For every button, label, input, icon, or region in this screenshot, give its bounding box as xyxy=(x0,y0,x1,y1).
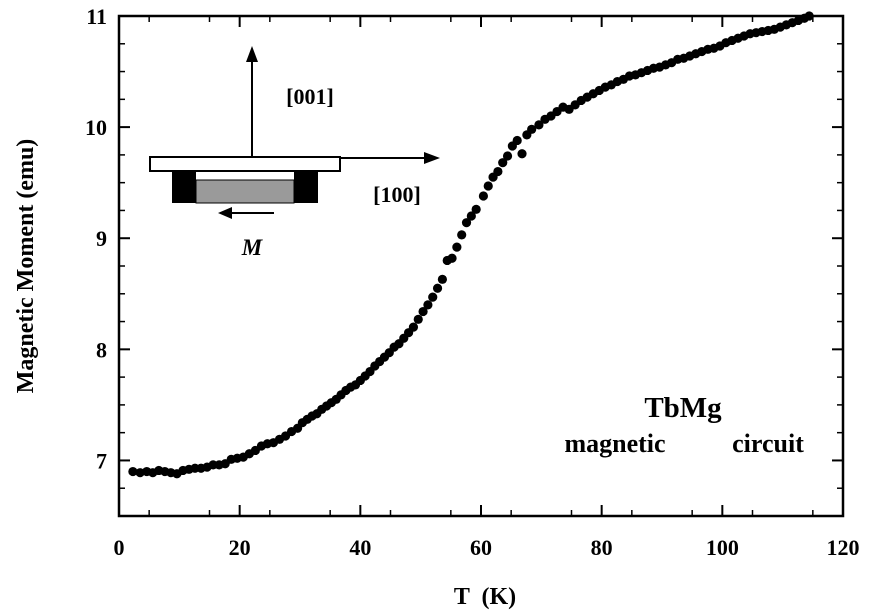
data-point xyxy=(408,322,419,332)
x-axis-label: T (K) xyxy=(454,584,516,610)
sample-label: TbMg xyxy=(644,392,722,424)
mode-label-right: circuit xyxy=(732,429,804,458)
data-point xyxy=(413,314,423,324)
data-point xyxy=(466,211,476,221)
x-tick-label: 40 xyxy=(349,535,371,560)
film-layer xyxy=(195,179,295,204)
data-point xyxy=(128,466,138,477)
data-point xyxy=(423,300,433,310)
data-point xyxy=(498,158,508,168)
data-point xyxy=(457,230,467,240)
data-point xyxy=(517,149,527,159)
inset-axis-horizontal-label: [100] xyxy=(373,182,421,207)
x-tick-label: 60 xyxy=(470,535,492,560)
axis-001-arrowhead xyxy=(246,46,258,62)
data-point xyxy=(493,166,503,177)
y-tick-label: 10 xyxy=(85,115,107,140)
inset-diagram: [001] [100] M xyxy=(149,46,440,260)
inset-moment-label: M xyxy=(241,235,264,260)
x-tick-label: 100 xyxy=(706,535,739,560)
data-points xyxy=(128,11,814,479)
y-tick-label: 7 xyxy=(96,448,107,473)
x-tick-label: 0 xyxy=(114,535,125,560)
data-point xyxy=(471,204,481,214)
moment-arrowhead xyxy=(218,207,232,219)
axis-100-arrowhead xyxy=(424,152,440,164)
x-tick-label: 80 xyxy=(591,535,613,560)
data-point xyxy=(512,135,522,146)
inset-axis-vertical-label: [001] xyxy=(286,84,334,109)
data-point xyxy=(432,283,443,293)
data-point xyxy=(534,120,544,130)
data-point xyxy=(447,253,457,263)
mode-label-left: magnetic xyxy=(564,429,665,458)
x-tick-label: 120 xyxy=(827,535,860,560)
data-point xyxy=(437,274,447,284)
axis-tick-labels: 0 20 40 60 80 100 120 7 8 9 10 11 xyxy=(85,4,860,560)
data-point xyxy=(527,124,537,134)
x-tick-label: 20 xyxy=(229,535,251,560)
data-point xyxy=(418,306,428,317)
data-point xyxy=(461,218,472,228)
data-point xyxy=(483,181,493,191)
data-point xyxy=(478,191,489,201)
pole-right xyxy=(294,171,318,203)
axis-ticks xyxy=(118,15,844,517)
pole-left xyxy=(172,171,196,203)
y-tick-label: 9 xyxy=(96,226,107,251)
data-point xyxy=(452,242,462,252)
y-axis-label: Magnetic Moment (emu) xyxy=(13,139,39,394)
data-point xyxy=(502,151,513,161)
substrate-layer xyxy=(149,156,341,172)
y-tick-label: 11 xyxy=(86,4,107,29)
data-point xyxy=(804,11,814,21)
y-tick-label: 8 xyxy=(96,337,107,362)
data-point xyxy=(428,292,438,302)
